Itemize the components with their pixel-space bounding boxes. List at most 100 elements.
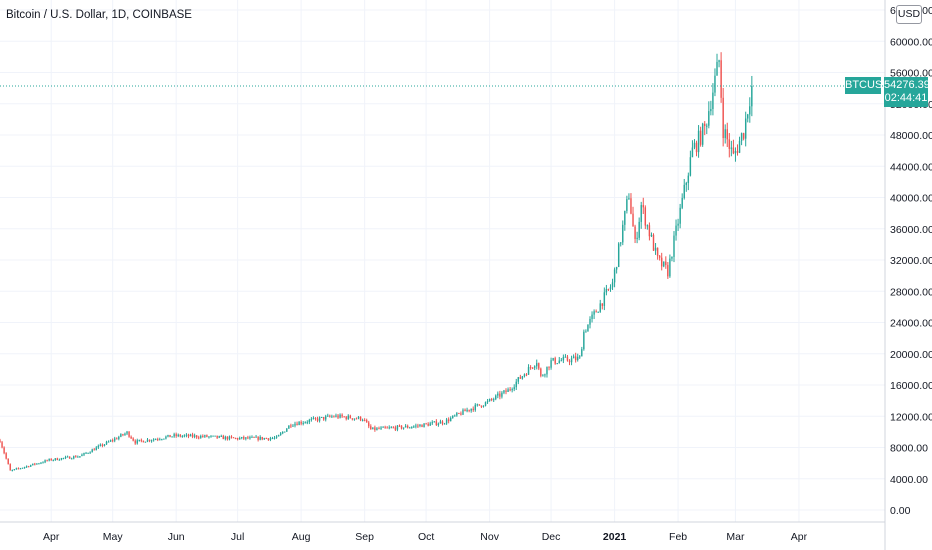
candle-body [470, 408, 472, 411]
candle-body [148, 439, 151, 442]
candle-body [95, 447, 98, 451]
candle-body [697, 130, 700, 153]
candle-body [97, 445, 100, 448]
candle-body [126, 431, 128, 434]
time-axis-label: Mar [726, 531, 745, 543]
candle-body [738, 140, 741, 153]
currency-unit-button[interactable]: USD [896, 5, 922, 24]
candle-body [646, 225, 649, 227]
candle-body [42, 462, 44, 464]
candle-body [691, 147, 694, 158]
candle-body [742, 133, 745, 139]
candle-body [380, 427, 382, 429]
time-axis-label: May [103, 531, 124, 543]
candle-body [228, 436, 231, 440]
candle-body [677, 223, 679, 226]
candle-body [48, 458, 50, 461]
candle-body [443, 423, 446, 425]
candle-body [583, 331, 585, 350]
candle-body [306, 422, 309, 424]
candle-body [667, 265, 669, 277]
price-axis-label: 40000.00 [890, 193, 932, 205]
candle-body [486, 401, 489, 403]
candle-body [202, 435, 204, 437]
candle-body [175, 434, 177, 437]
candle-body [374, 427, 376, 431]
candle-body [62, 457, 65, 459]
time-axis-label: Sep [355, 531, 374, 543]
candle-body [417, 425, 419, 427]
candle-body [714, 75, 716, 93]
time-axis-label: Jul [231, 531, 244, 543]
time-axis-label: Apr [43, 531, 60, 543]
candle-body [5, 453, 7, 459]
candle-body [708, 111, 710, 126]
candle-body [50, 458, 52, 461]
candle-body [392, 427, 395, 429]
candle-body [284, 431, 286, 433]
candle-body [409, 427, 411, 429]
candle-body [695, 142, 698, 153]
candle-body [243, 437, 245, 439]
candle-body [538, 363, 540, 369]
candle-body [454, 415, 456, 417]
candle-body [171, 436, 173, 438]
candle-body [298, 421, 300, 426]
candle-body [548, 366, 550, 368]
candle-body [384, 426, 386, 428]
candle-body [595, 311, 597, 313]
candle-body [585, 331, 587, 333]
candle-body [333, 416, 335, 418]
candle-body [513, 387, 515, 390]
candle-body [302, 422, 304, 424]
time-axis-label: 2021 [603, 531, 627, 543]
price-axis-label: 56000.00 [890, 68, 932, 80]
candle-body [747, 114, 749, 119]
candle-body [327, 415, 329, 417]
candle-body [431, 422, 433, 424]
candle-body [294, 423, 296, 426]
candle-body [687, 175, 690, 183]
candle-body [241, 437, 243, 439]
candle-body [142, 440, 145, 443]
candle-body [499, 393, 501, 397]
candle-body [279, 433, 282, 435]
candle-body [509, 389, 511, 391]
candle-body [134, 440, 136, 444]
candle-body [542, 375, 544, 377]
last-price-value: 54276.39 [884, 79, 930, 91]
candle-body [710, 109, 712, 112]
candle-body [70, 458, 73, 460]
candle-body [64, 456, 67, 458]
candle-body [0, 440, 1, 443]
candle-body [185, 434, 188, 436]
candle-body [347, 415, 349, 420]
price-axis-label: 60000.00 [890, 36, 932, 48]
candle-body [480, 405, 483, 407]
candle-body [673, 235, 675, 257]
candle-body [593, 311, 595, 315]
candle-body [492, 399, 495, 401]
candle-body [173, 434, 175, 437]
candle-body [308, 419, 311, 423]
candle-body [292, 425, 294, 427]
time-axis-label: Dec [542, 531, 561, 543]
candle-body [458, 413, 460, 415]
candle-body [732, 147, 735, 154]
candle-body [89, 452, 91, 454]
candle-body [521, 376, 524, 379]
candle-body [751, 85, 753, 107]
candle-body [525, 374, 528, 376]
candle-body [52, 459, 54, 461]
candle-body [581, 349, 583, 357]
candle-body [728, 139, 731, 149]
candle-body [603, 292, 606, 306]
candle-body [251, 436, 253, 438]
candle-body [564, 356, 567, 358]
candle-body [23, 467, 26, 469]
candle-body [726, 129, 728, 140]
candle-body [425, 423, 427, 425]
candle-body [644, 207, 647, 226]
